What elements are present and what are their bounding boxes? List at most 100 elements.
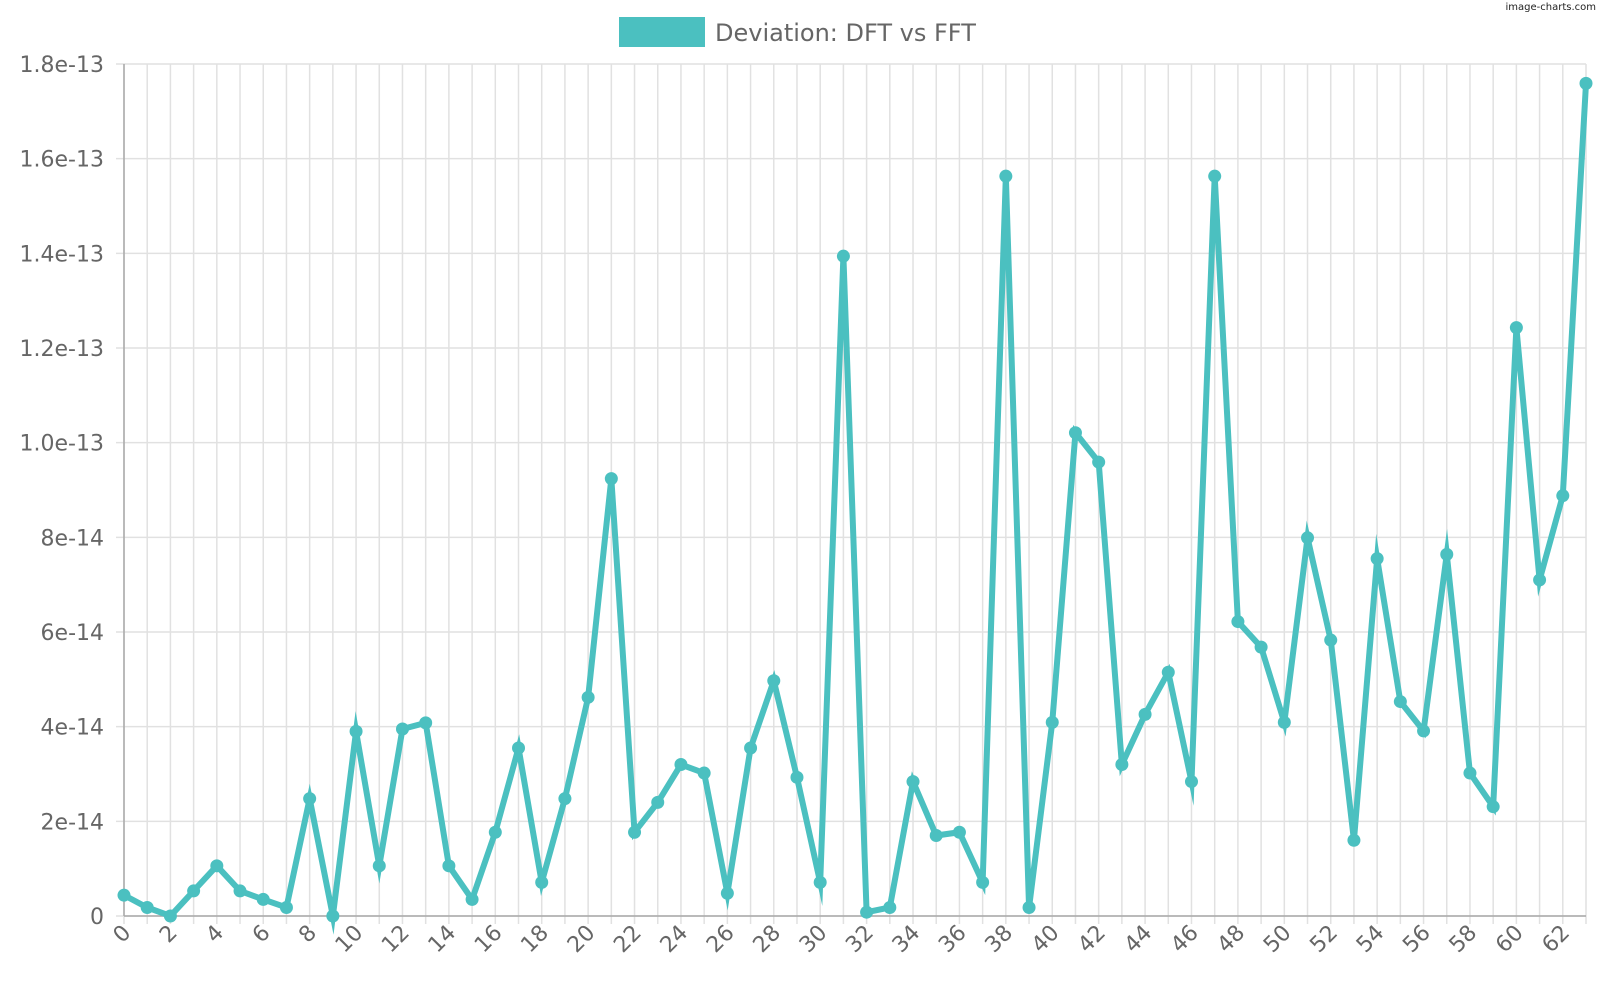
x-tick-label: 38 <box>981 921 1018 958</box>
data-point <box>187 884 201 898</box>
y-tick-label: 1.4e-13 <box>20 242 104 267</box>
data-point <box>1556 489 1570 503</box>
legend-swatch <box>619 17 705 47</box>
legend-label: Deviation: DFT vs FFT <box>715 19 976 47</box>
data-point <box>488 825 502 839</box>
x-tick-label: 16 <box>470 921 507 958</box>
axes <box>123 64 1586 917</box>
data-point <box>929 829 943 843</box>
y-tick-label: 8e-14 <box>41 526 104 551</box>
x-tick-label: 40 <box>1027 921 1064 958</box>
data-point <box>813 875 827 889</box>
x-tick-label: 32 <box>841 921 878 958</box>
data-point <box>883 900 897 914</box>
x-tick-label: 20 <box>563 921 600 958</box>
data-point <box>976 875 990 889</box>
watermark-text: image-charts.com <box>1506 2 1597 13</box>
data-point <box>1393 695 1407 709</box>
data-point <box>442 859 456 873</box>
data-point <box>767 674 781 688</box>
data-point <box>233 884 247 898</box>
y-tick-label: 1.0e-13 <box>20 432 104 457</box>
y-tick-label: 4e-14 <box>41 716 104 741</box>
data-point <box>1161 665 1175 679</box>
grid <box>116 63 1587 924</box>
data-point <box>836 249 850 263</box>
x-tick-label: 54 <box>1352 921 1389 958</box>
data-point <box>952 825 966 839</box>
data-point <box>349 724 363 738</box>
data-point <box>1138 707 1152 721</box>
x-tick-label: 6 <box>248 921 276 949</box>
x-tick-label: 52 <box>1305 921 1342 958</box>
x-tick-label: 36 <box>934 921 971 958</box>
x-tick-label: 56 <box>1398 921 1435 958</box>
data-point <box>1115 758 1129 772</box>
data-point <box>1370 552 1384 566</box>
data-point <box>1045 715 1059 729</box>
data-point <box>279 900 293 914</box>
x-tick-label: 0 <box>109 921 137 949</box>
data-point <box>1486 800 1500 814</box>
data-point <box>1092 455 1106 469</box>
data-point <box>140 900 154 914</box>
data-point <box>1347 833 1361 847</box>
y-tick-label: 6e-14 <box>41 621 104 646</box>
x-tick-label: 10 <box>331 921 368 958</box>
data-point <box>465 892 479 906</box>
x-tick-label: 14 <box>424 921 461 958</box>
x-tick-label: 18 <box>516 921 553 958</box>
data-point <box>1208 169 1222 183</box>
data-point <box>1533 573 1547 587</box>
data-point <box>1417 724 1431 738</box>
data-point <box>651 795 665 809</box>
x-tick-label: 28 <box>749 921 786 958</box>
series-line <box>122 83 1589 935</box>
x-tick-label: 44 <box>1120 921 1157 958</box>
x-tick-label: 42 <box>1073 921 1110 958</box>
data-point <box>558 792 572 806</box>
data-point <box>1440 547 1454 561</box>
y-tick-label: 1.8e-13 <box>20 53 104 78</box>
data-point <box>372 859 386 873</box>
x-tick-label: 24 <box>656 921 693 958</box>
data-point <box>1022 900 1036 914</box>
data-point <box>628 825 642 839</box>
legend: Deviation: DFT vs FFT <box>619 17 976 47</box>
data-point <box>720 886 734 900</box>
data-point <box>1068 426 1082 440</box>
data-point <box>1463 766 1477 780</box>
data-point <box>1509 321 1523 335</box>
x-tick-label: 2 <box>155 921 183 949</box>
data-point <box>512 741 526 755</box>
x-tick-label: 26 <box>702 921 739 958</box>
data-point <box>210 859 224 873</box>
x-tick-label: 12 <box>377 921 414 958</box>
x-tick-label: 4 <box>201 921 229 949</box>
x-tick-label: 60 <box>1491 921 1528 958</box>
x-tick-label: 50 <box>1259 921 1296 958</box>
y-tick-label: 1.6e-13 <box>20 148 104 173</box>
data-point <box>326 909 340 923</box>
x-tick-label: 58 <box>1445 921 1482 958</box>
data-point <box>790 770 804 784</box>
series-layer <box>117 76 1593 935</box>
x-tick-label: 22 <box>609 921 646 958</box>
data-point <box>163 909 177 923</box>
data-point <box>604 472 618 486</box>
x-tick-label: 62 <box>1538 921 1575 958</box>
data-point <box>581 690 595 704</box>
x-tick-label: 30 <box>795 921 832 958</box>
data-point <box>535 875 549 889</box>
x-tick-label: 34 <box>888 921 925 958</box>
x-axis-tick-labels: 0 2 4 6 8 10 12 14 16 18 20 22 24 26 28 30 32 34 36 38 40 42 4… <box>109 921 1575 958</box>
data-point <box>860 905 874 919</box>
data-point <box>744 741 758 755</box>
data-point <box>999 169 1013 183</box>
data-point <box>117 888 131 902</box>
data-point <box>1301 531 1315 545</box>
data-point <box>256 892 270 906</box>
data-point <box>1324 633 1338 647</box>
x-tick-label: 8 <box>294 921 322 949</box>
y-axis-tick-labels: 0 2e-14 4e-14 6e-14 8e-14 1.0e-13 1.2e-13 1.4e-… <box>20 53 104 930</box>
